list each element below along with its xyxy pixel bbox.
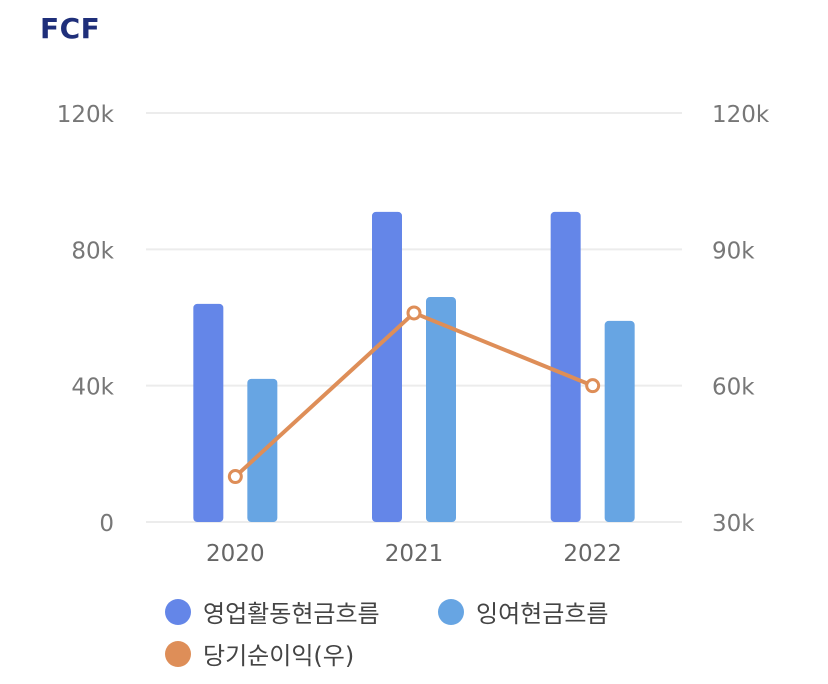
net-income-line-path [233, 310, 594, 479]
y-right-tick-label: 30k [712, 511, 755, 537]
y-right-tick-label: 90k [712, 238, 755, 264]
bar [426, 297, 456, 522]
net-income-point [227, 469, 243, 485]
y-left-tick-label: 0 [99, 511, 114, 537]
y-right-tick-label: 60k [712, 375, 755, 401]
y-left-tick-label: 120k [57, 102, 115, 128]
y-left-tick-label: 80k [71, 238, 114, 264]
bar [604, 320, 635, 522]
gridlines [146, 112, 682, 523]
net-income-point [406, 305, 422, 321]
x-tick-label: 2020 [206, 541, 265, 567]
y-left-tick-label: 40k [71, 375, 114, 401]
chart-title: FCF [40, 12, 101, 45]
y-right-tick-label: 120k [712, 102, 770, 128]
axis-labels: 0 30k 40k 60k 80k 90k 120k 120k 2020 2021 2022 [57, 102, 770, 567]
net-income-point [585, 378, 601, 394]
net-income-line [227, 305, 601, 485]
x-tick-label: 2021 [385, 541, 444, 567]
bars [193, 211, 635, 522]
bar [372, 211, 402, 522]
x-tick-label: 2022 [563, 541, 622, 567]
bar [193, 303, 224, 522]
bar [550, 211, 581, 522]
